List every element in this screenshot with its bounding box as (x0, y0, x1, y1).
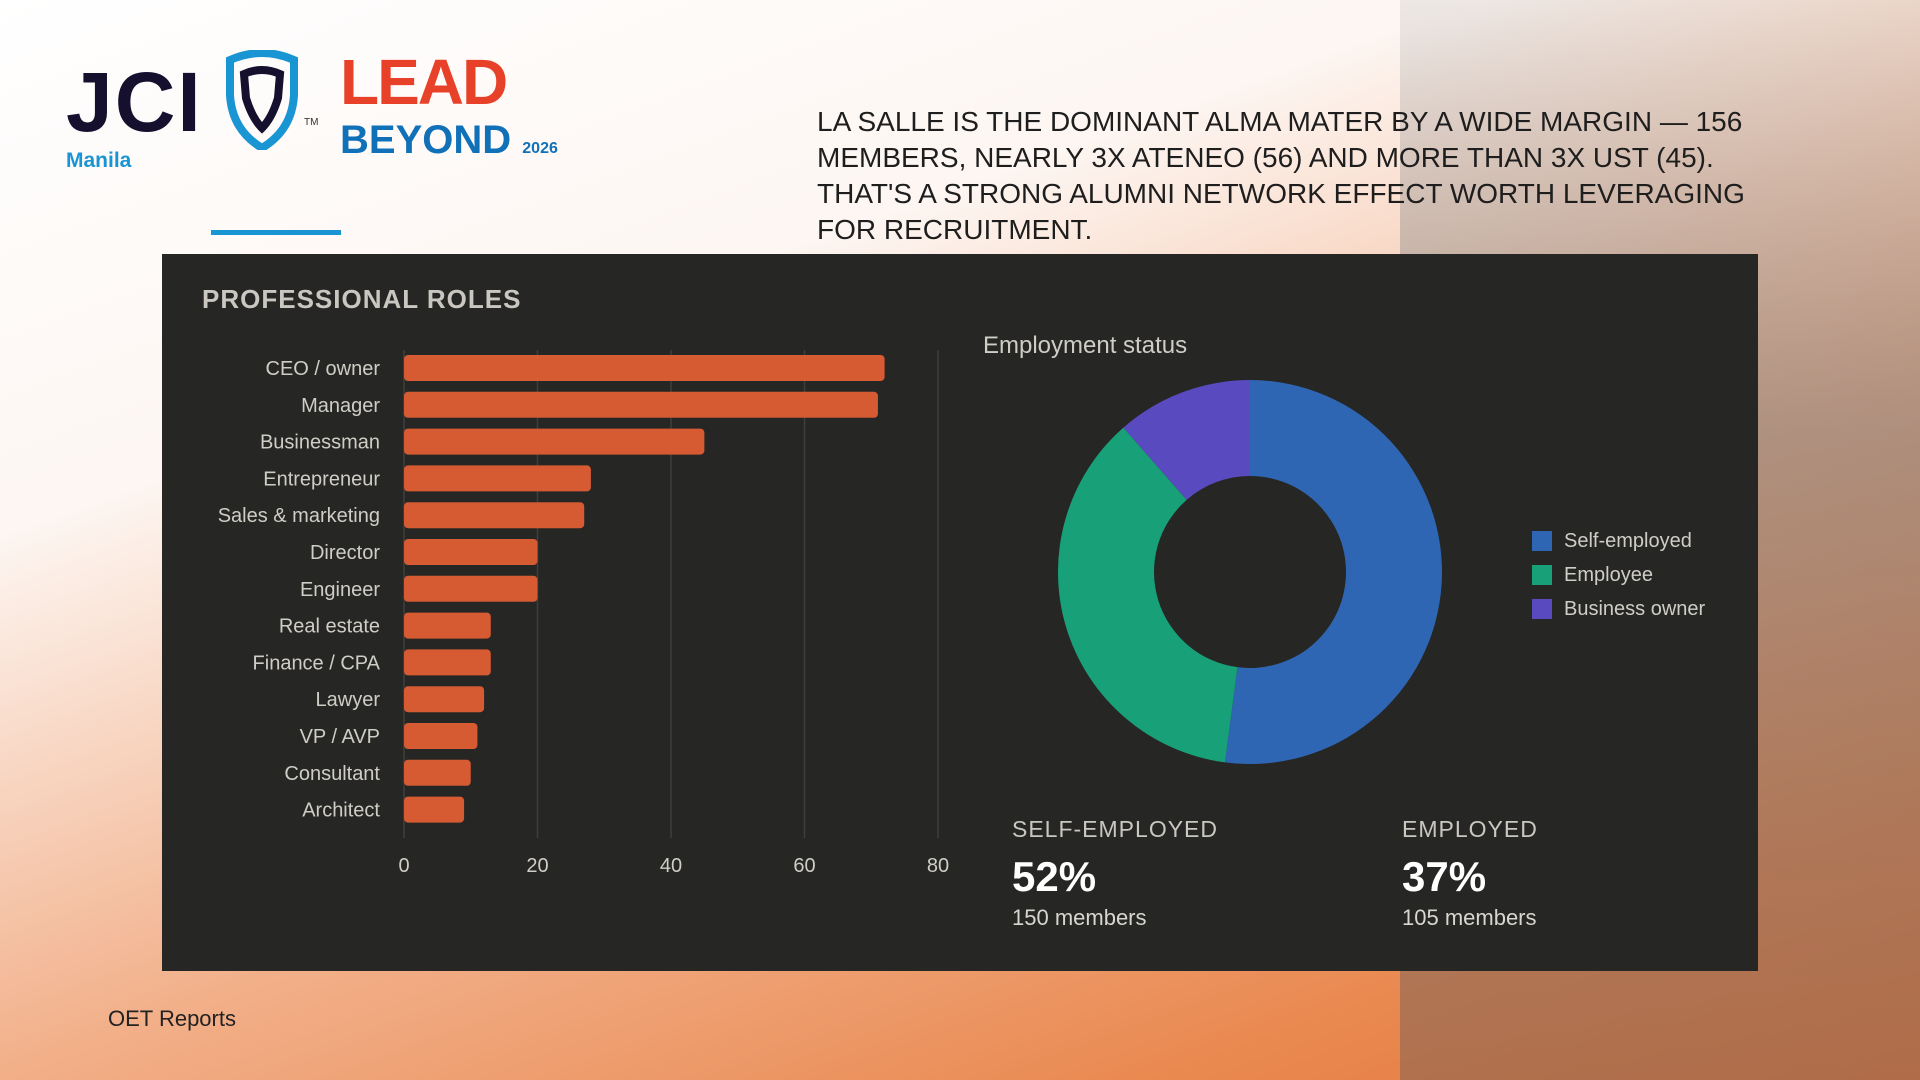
bar (404, 649, 491, 676)
jci-logo-sub: Manila (66, 149, 132, 172)
shield-icon (226, 50, 298, 150)
category-label: Lawyer (316, 689, 381, 711)
legend-swatch (1532, 599, 1552, 619)
stat-members: 105 members (1402, 905, 1537, 930)
legend-label: Self-employed (1564, 529, 1692, 552)
category-label: Sales & marketing (218, 505, 380, 527)
category-label: Director (310, 542, 380, 564)
insight-text: La Salle is the dominant alma mater by a… (817, 106, 1745, 245)
bar (404, 391, 878, 418)
stat-label: SELF-EMPLOYED (1012, 816, 1218, 842)
event-logo-beyond: BEYOND 2026 (340, 120, 558, 160)
panel-title: PROFESSIONAL ROLES (202, 284, 522, 314)
donut-slice-self-employed (1224, 380, 1442, 764)
category-label: Businessman (260, 432, 380, 454)
stat-label: EMPLOYED (1402, 816, 1538, 842)
category-label: Architect (302, 800, 380, 822)
accent-underline (211, 230, 341, 235)
bar (404, 686, 485, 713)
category-label: VP / AVP (300, 726, 380, 748)
x-tick-label: 60 (793, 855, 815, 877)
category-label: Consultant (284, 763, 380, 785)
x-tick-label: 20 (526, 855, 548, 877)
donut-legend: Self-employed Employee Business owner (1532, 524, 1705, 626)
chart-panel: PROFESSIONAL ROLES 0 20 40 60 80 CEO / owner M… (162, 254, 1758, 971)
legend-label: Business owner (1564, 597, 1706, 620)
bar (404, 428, 705, 455)
legend-item-business-owner: Business owner (1532, 592, 1705, 626)
event-logo-year: 2026 (522, 140, 558, 157)
jci-manila-logo: JCI Manila TM LEAD BEYOND 2026 (66, 46, 558, 180)
donut-slice-employee (1058, 427, 1238, 763)
bar (404, 723, 478, 749)
bar (404, 539, 538, 565)
stat-value: 37% (1402, 853, 1487, 900)
bar (404, 759, 471, 786)
x-tick-label: 0 (398, 855, 409, 877)
bar (404, 355, 885, 381)
x-tick-label: 80 (927, 855, 949, 877)
bar (404, 502, 585, 529)
legend-item-self-employed: Self-employed (1532, 524, 1705, 558)
event-logo-beyond-text: BEYOND (340, 118, 512, 162)
category-label: Engineer (300, 579, 380, 601)
bar (404, 796, 465, 823)
category-label: CEO / owner (266, 358, 381, 380)
category-label: Finance / CPA (253, 652, 381, 674)
charts-svg: 0 20 40 60 80 CEO / owner Manager Businessman En… (218, 350, 1442, 877)
footer-label: OET Reports (108, 1006, 236, 1031)
x-tick-label: 40 (660, 855, 682, 877)
legend-item-employee: Employee (1532, 558, 1705, 592)
bar (404, 612, 491, 639)
category-label: Entrepreneur (263, 468, 380, 490)
bar (404, 465, 591, 492)
trademark: TM (304, 117, 319, 128)
legend-label: Employee (1564, 563, 1653, 586)
donut-title: Employment status (983, 332, 1188, 359)
event-logo-lead: LEAD (340, 46, 508, 118)
donut-slice-business-owner (1123, 380, 1250, 500)
bar (404, 575, 538, 602)
stat-employed: EMPLOYED 37% 105 members (1402, 816, 1538, 931)
category-label: Real estate (279, 616, 380, 638)
legend-swatch (1532, 565, 1552, 585)
category-label: Manager (301, 395, 380, 417)
jci-logo-text: JCI (66, 55, 203, 149)
stat-members: 150 members (1012, 905, 1147, 930)
stat-value: 52% (1012, 853, 1097, 900)
stat-self-employed: SELF-EMPLOYED 52% 150 members (1012, 816, 1218, 931)
legend-swatch (1532, 531, 1552, 551)
